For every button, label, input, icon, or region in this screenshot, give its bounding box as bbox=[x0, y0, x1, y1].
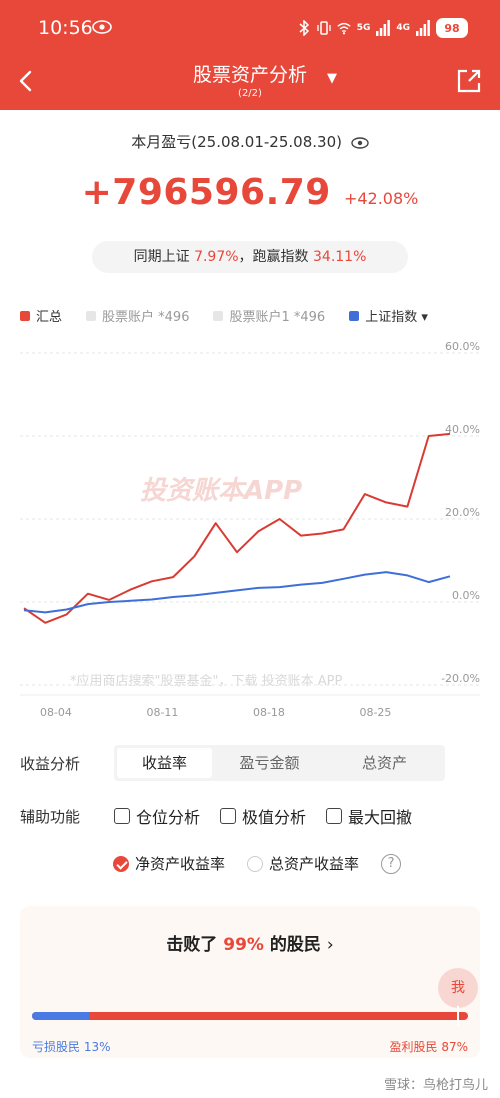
beat-suffix: 的股民 bbox=[269, 935, 321, 955]
legend-swatch bbox=[86, 310, 97, 321]
network-5g-label: 5G bbox=[356, 23, 371, 33]
aux-functions-row: 辅助功能 仓位分析 极值分析 最大回撤 bbox=[20, 803, 480, 829]
app-header: 股票资产分析 ▼ (2/2) bbox=[0, 58, 500, 110]
page-indicator: (2/2) bbox=[238, 88, 262, 99]
profit-investors-label: 盈利股民 87% bbox=[389, 1040, 469, 1054]
network-4g-label: 4G bbox=[396, 23, 410, 33]
checkbox-box[interactable] bbox=[220, 808, 237, 824]
chart-watermark: 投资账本APP bbox=[140, 476, 303, 506]
chevron-right-icon[interactable]: › bbox=[326, 935, 334, 955]
legend-label: 汇总 bbox=[36, 310, 63, 325]
max-drawdown-checkbox[interactable]: 最大回撤 bbox=[326, 804, 412, 828]
status-bar: 10:56 5G 4G 98 bbox=[0, 0, 500, 58]
legend-item-account[interactable]: 股票账户 *496 bbox=[86, 306, 189, 325]
vibrate-icon bbox=[317, 21, 331, 35]
legend-item-total[interactable]: 汇总 bbox=[20, 306, 62, 325]
analysis-label: 收益分析 bbox=[20, 754, 81, 773]
beat-prefix: 击败了 bbox=[166, 935, 218, 955]
checkbox-box[interactable] bbox=[114, 808, 130, 824]
checkbox-label: 仓位分析 bbox=[136, 808, 201, 827]
compare-index-pct: 7.97% bbox=[194, 249, 239, 265]
analysis-tabs-row: 收益分析 收益率 盈亏金额 总资产 bbox=[20, 745, 480, 781]
radio-unchecked-icon[interactable] bbox=[247, 855, 264, 872]
signal-icon bbox=[376, 20, 391, 36]
tab-return-rate[interactable]: 收益率 bbox=[117, 748, 212, 778]
profit-summary: +796596.79 +42.08% bbox=[0, 172, 500, 213]
help-icon[interactable]: ? bbox=[381, 853, 402, 874]
loss-segment bbox=[32, 1012, 89, 1020]
series-line-total bbox=[23, 432, 451, 624]
checkbox-label: 最大回撤 bbox=[348, 808, 413, 827]
wifi-icon bbox=[337, 22, 351, 35]
checkbox-label: 极值分析 bbox=[242, 808, 307, 827]
tab-profit-amount[interactable]: 盈亏金额 bbox=[239, 754, 300, 772]
chart-svg: 60.0% 40.0% 20.0% 0.0% -20.0% 08-04 08-11 08-18… bbox=[20, 340, 480, 719]
x-tick-label: 08-04 bbox=[40, 706, 72, 719]
radio-label: 净资产收益率 bbox=[135, 855, 226, 873]
return-chart[interactable]: 投资账本APP *应用商店搜索"股票基金"，下载 投资账本 APP 60.0% 4… bbox=[0, 340, 500, 725]
legend-label: 上证指数 ▾ bbox=[365, 310, 428, 325]
legend-swatch bbox=[349, 310, 360, 321]
chart-legend: 汇总 股票账户 *496 股票账户1 *496 上证指数 ▾ bbox=[20, 306, 428, 325]
legend-item-index[interactable]: 上证指数 ▾ bbox=[349, 306, 428, 325]
status-time: 10:56 bbox=[38, 17, 93, 39]
compare-beat-pct: 34.11% bbox=[313, 249, 367, 265]
legend-swatch bbox=[213, 310, 224, 321]
legend-label: 股票账户1 *496 bbox=[229, 310, 326, 325]
caret-down-icon[interactable]: ▼ bbox=[327, 71, 337, 86]
period-text: 本月盈亏(25.08.01-25.08.30) bbox=[131, 133, 342, 151]
y-tick-label: 20.0% bbox=[445, 506, 480, 519]
period-label: 本月盈亏(25.08.01-25.08.30) bbox=[0, 131, 500, 152]
legend-swatch bbox=[20, 310, 30, 321]
profit-value: +796596.79 bbox=[81, 172, 331, 213]
y-tick-label: 60.0% bbox=[445, 340, 480, 353]
net-asset-return-radio[interactable]: 净资产收益率 bbox=[113, 853, 225, 874]
footer-watermark: 雪球：鸟枪打鸟儿 bbox=[383, 1078, 488, 1093]
tab-total-assets[interactable]: 总资产 bbox=[361, 754, 407, 772]
signal-icon-2 bbox=[416, 20, 430, 36]
beat-investors-card[interactable]: 击败了 99% 的股民 › 我 亏损股民 13% 盈利股民 87% bbox=[20, 906, 480, 1058]
profit-percent: +42.08% bbox=[343, 189, 419, 208]
back-arrow-icon[interactable] bbox=[12, 66, 42, 96]
total-asset-return-radio[interactable]: 总资产收益率 bbox=[247, 853, 359, 874]
investor-distribution-bar bbox=[32, 1012, 468, 1020]
beat-percent: 99% bbox=[223, 935, 264, 955]
page-title[interactable]: 股票资产分析 bbox=[192, 64, 307, 86]
extreme-analysis-checkbox[interactable]: 极值分析 bbox=[220, 804, 306, 828]
y-tick-label: 0.0% bbox=[452, 589, 480, 602]
share-icon[interactable] bbox=[456, 68, 482, 94]
x-tick-label: 08-11 bbox=[146, 706, 178, 719]
me-marker-line bbox=[457, 1006, 459, 1026]
analysis-tabs: 收益率 盈亏金额 总资产 bbox=[114, 745, 445, 781]
compare-mid: ，跑赢指数 bbox=[238, 249, 309, 265]
aux-label: 辅助功能 bbox=[20, 807, 81, 826]
x-tick-label: 08-18 bbox=[253, 706, 285, 719]
return-type-radios: 净资产收益率 总资产收益率 ? bbox=[113, 853, 402, 874]
position-analysis-checkbox[interactable]: 仓位分析 bbox=[114, 804, 200, 828]
beat-title[interactable]: 击败了 99% 的股民 › bbox=[20, 930, 480, 955]
battery-icon: 98 bbox=[436, 18, 468, 38]
radio-label: 总资产收益率 bbox=[269, 855, 360, 873]
loss-investors-label: 亏损股民 13% bbox=[32, 1040, 111, 1054]
status-icons: 5G 4G 98 bbox=[297, 18, 468, 38]
series-line-index bbox=[23, 571, 451, 614]
index-compare-pill: 同期上证 7.97%，跑赢指数 34.11% bbox=[92, 241, 408, 273]
me-marker-bubble: 我 bbox=[438, 968, 478, 1008]
bluetooth-icon bbox=[299, 20, 309, 36]
checkbox-box[interactable] bbox=[326, 808, 343, 824]
eye-icon bbox=[92, 20, 112, 34]
x-tick-label: 08-25 bbox=[359, 706, 391, 719]
compare-prefix: 同期上证 bbox=[133, 249, 190, 265]
y-tick-label: -20.0% bbox=[441, 672, 480, 685]
y-tick-label: 40.0% bbox=[445, 423, 480, 436]
eye-toggle-icon[interactable] bbox=[351, 136, 369, 149]
legend-item-account1[interactable]: 股票账户1 *496 bbox=[213, 306, 325, 325]
radio-checked-icon[interactable] bbox=[113, 855, 129, 872]
legend-label: 股票账户 *496 bbox=[102, 310, 190, 325]
